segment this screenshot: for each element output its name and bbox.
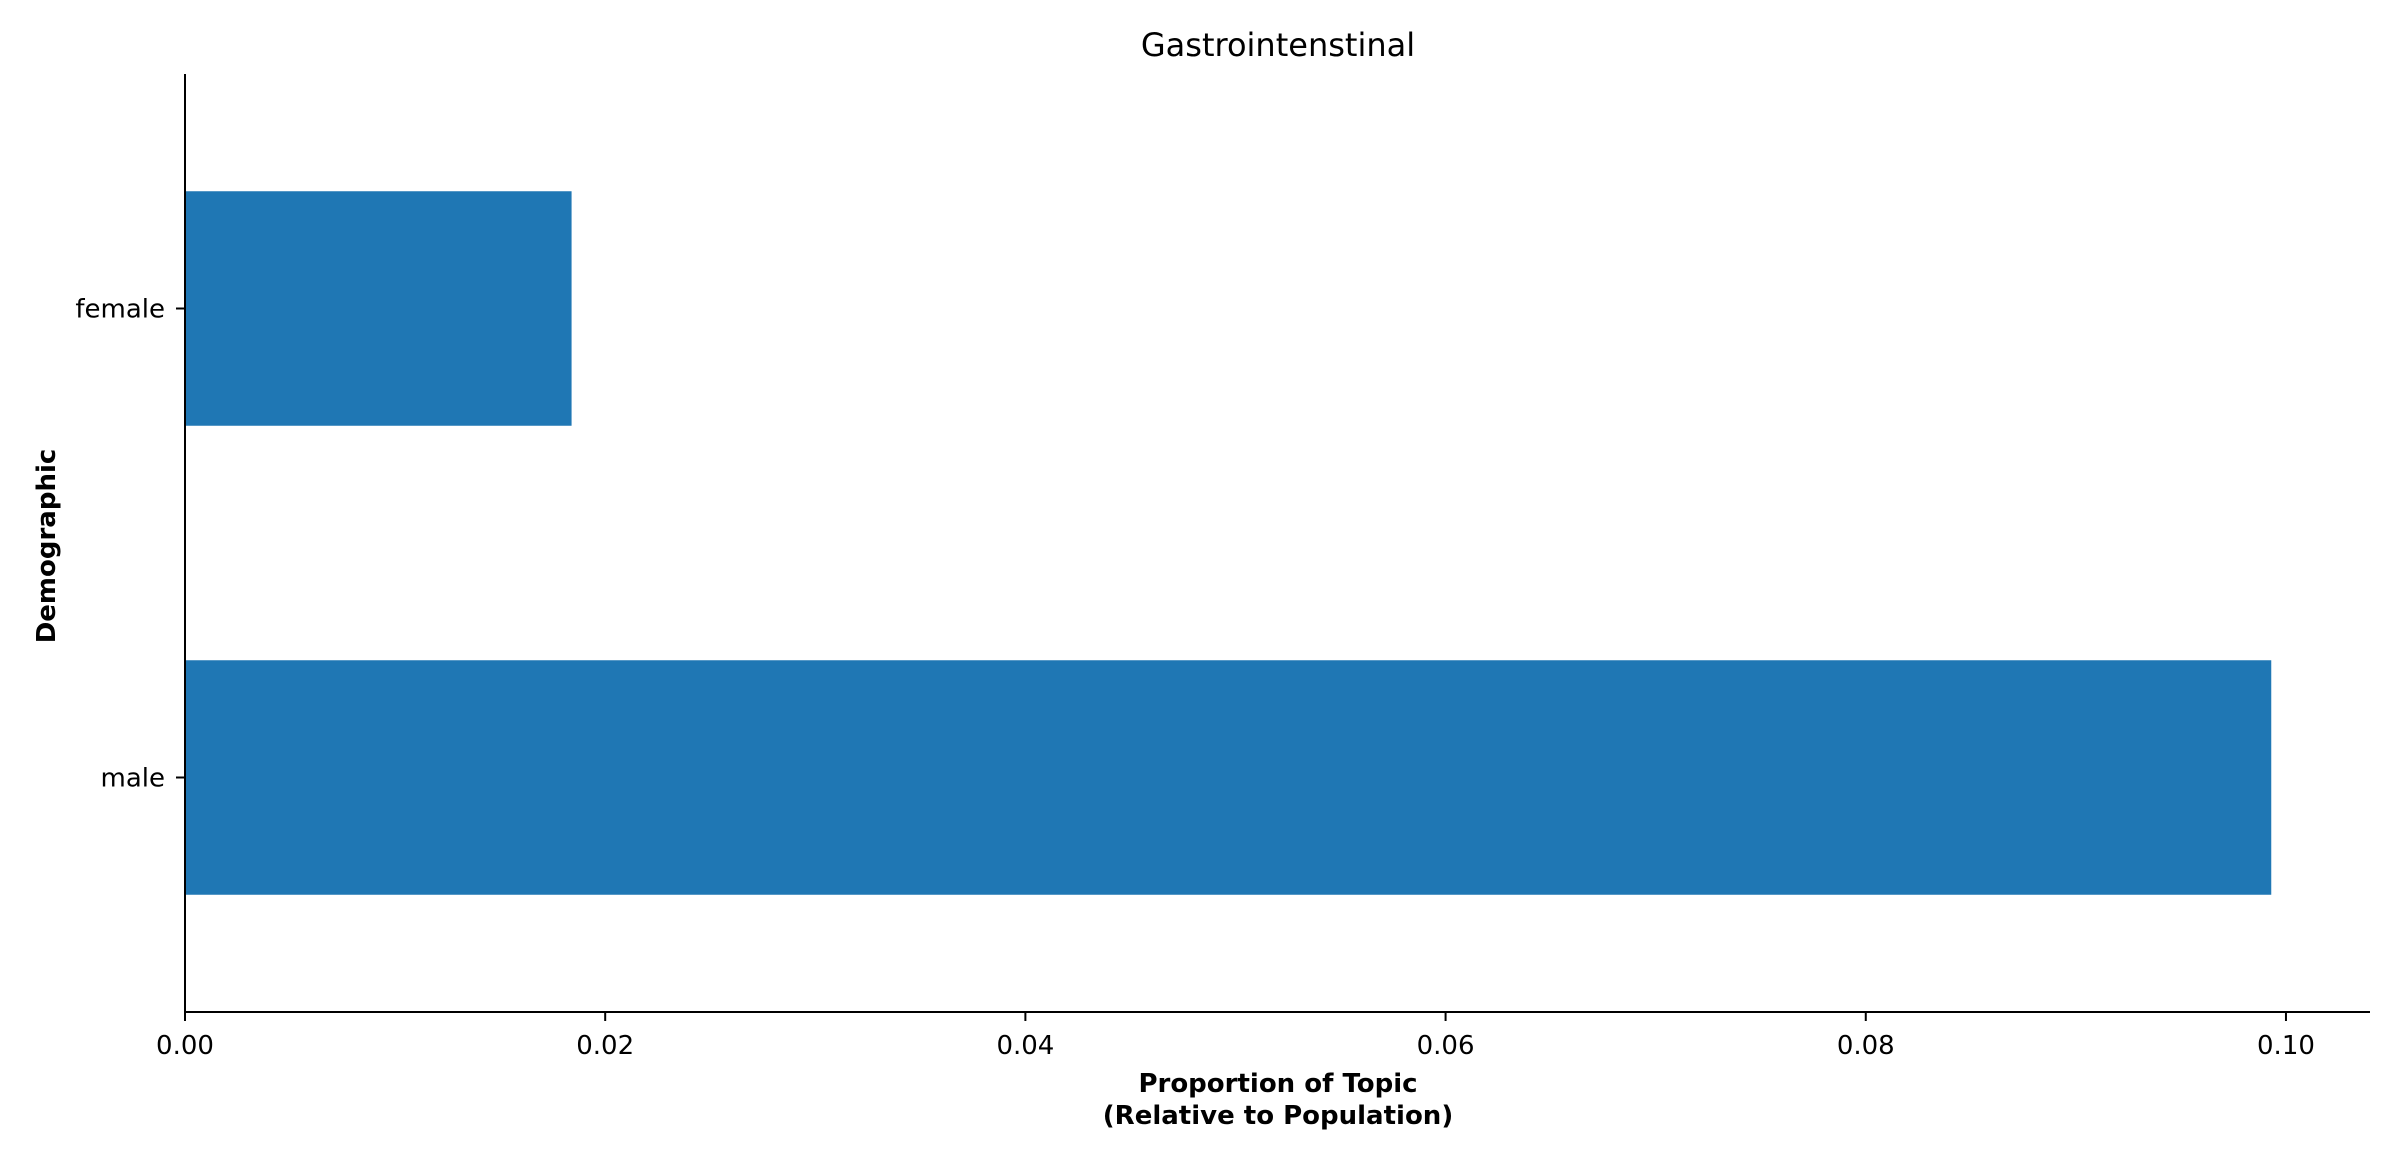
x-tick-label: 0.00: [156, 1031, 214, 1061]
x-tick-label: 0.10: [2257, 1031, 2315, 1061]
bar-male: [185, 660, 2272, 895]
chart-title: Gastrointenstinal: [1141, 26, 1415, 64]
x-tick-label: 0.06: [1417, 1031, 1475, 1061]
y-axis-label: Demographic: [32, 449, 62, 644]
x-ticks-group: 0.00 0.02 0.04 0.06 0.08 0.10: [156, 1012, 2315, 1061]
x-tick-label: 0.08: [1837, 1031, 1895, 1061]
y-ticks-group: female male: [75, 295, 185, 794]
y-tick-label: male: [101, 764, 165, 794]
x-axis-label-line-1: Proportion of Topic: [1138, 1069, 1417, 1099]
x-axis-label-line-2: (Relative to Population): [1103, 1101, 1453, 1131]
y-tick-label: female: [75, 295, 165, 325]
x-tick-label: 0.02: [576, 1031, 634, 1061]
bar-female: [185, 191, 572, 426]
x-tick-label: 0.04: [996, 1031, 1054, 1061]
bars-group: [185, 191, 2272, 895]
